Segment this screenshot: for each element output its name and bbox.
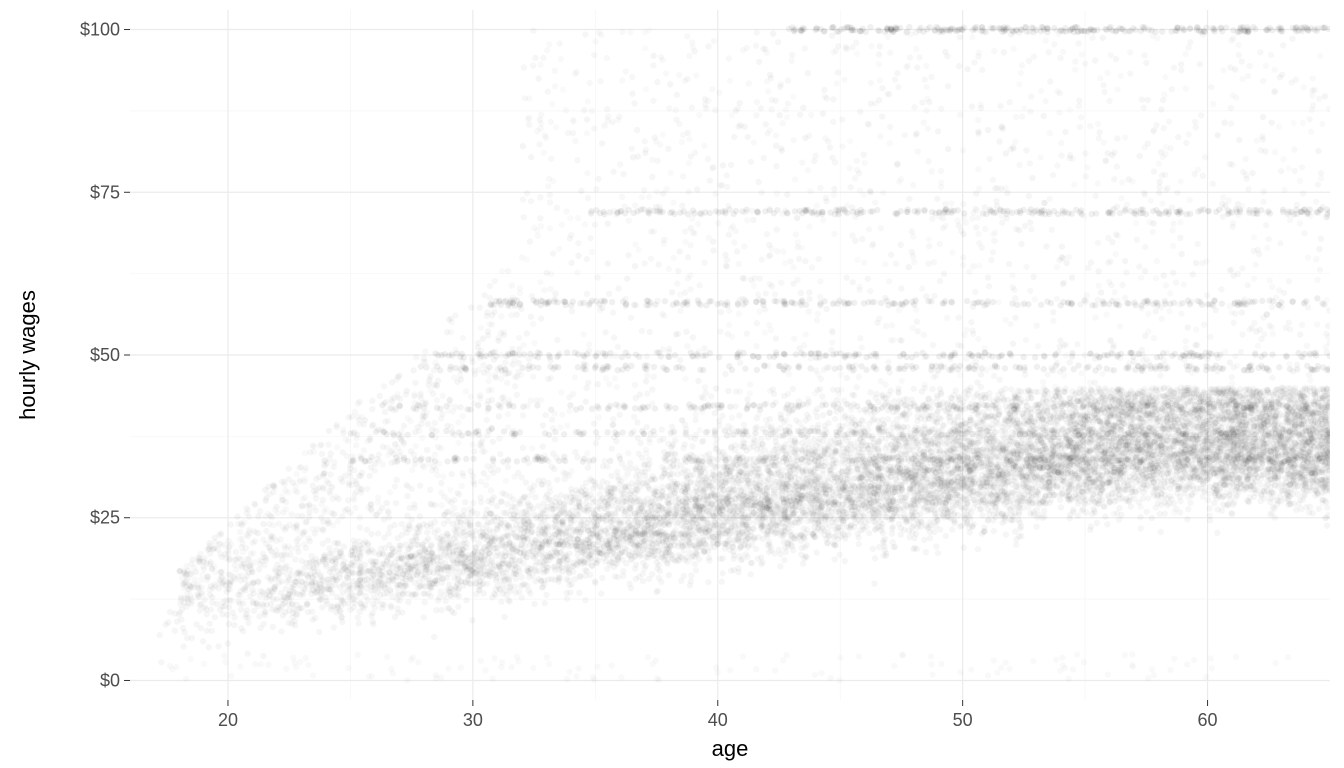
- y-tick-label: $100: [80, 20, 120, 40]
- y-tick-label: $25: [90, 508, 120, 528]
- scatter-chart: 20 30 40 50 60 $0 $25 $50 $75 $100 age hourly wages: [0, 0, 1344, 768]
- x-tick-label: 50: [953, 710, 973, 730]
- x-axis-title: age: [712, 736, 749, 761]
- y-tick-label: $50: [90, 345, 120, 365]
- y-tick-label: $0: [100, 670, 120, 690]
- x-tick-label: 60: [1198, 710, 1218, 730]
- x-tick-label: 30: [463, 710, 483, 730]
- chart-svg: 20 30 40 50 60 $0 $25 $50 $75 $100 age hourly wages: [0, 0, 1344, 768]
- y-tick-label: $75: [90, 182, 120, 202]
- y-axis-title: hourly wages: [15, 290, 40, 420]
- x-tick-label: 40: [708, 710, 728, 730]
- x-tick-label: 20: [218, 710, 238, 730]
